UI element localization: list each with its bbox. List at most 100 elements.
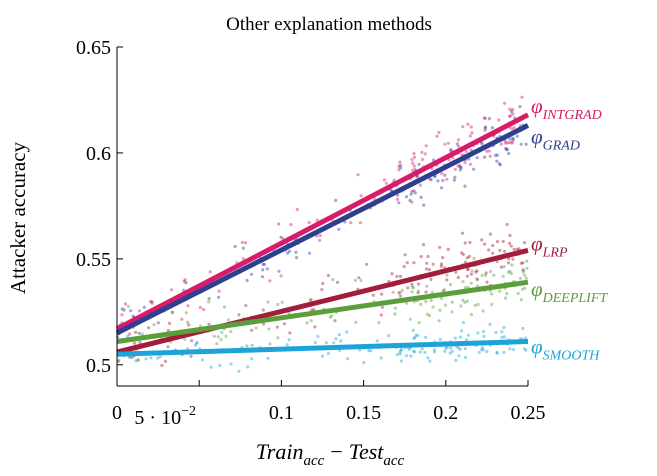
scatter-point [446,247,450,251]
scatter-point [250,328,254,332]
scatter-point [183,278,187,282]
series-label-subscript: LRP [542,245,568,260]
scatter-point [485,149,489,153]
scatter-point [163,359,167,363]
scatter-point [413,167,417,171]
scatter-point [282,322,286,326]
x-tick-label: 0 [112,402,122,424]
scatter-point [455,142,459,146]
scatter-point [249,272,254,276]
scatter-point [503,101,507,105]
scatter-point [398,294,403,298]
x-tick-label: 0.25 [511,402,546,424]
scatter-point [349,221,353,225]
scatter-point [442,288,447,292]
scatter-point [371,293,375,297]
scatter-point [266,356,270,360]
scatter-point [395,274,399,279]
scatter-point [475,156,479,160]
scatter-point [156,356,160,360]
scatter-point [476,331,480,335]
scatter-point [418,183,422,187]
scatter-point [429,298,433,303]
scatter-point [428,177,432,181]
scatter-point [483,273,488,277]
scatter-point [345,357,350,361]
scatter-point [454,358,458,362]
scatter-point [407,347,411,351]
scatter-point [125,334,130,338]
scatter-point [409,354,413,358]
scatter-point [313,325,317,329]
series-label-subscript: GRAD [543,138,580,153]
scatter-point [217,295,221,299]
fit-line-intgrad [115,112,530,332]
scatter-point [448,351,452,355]
x-tick-label-text: 5 · 10 [134,407,181,429]
scatter-point [493,153,498,157]
scatter-point [445,278,449,282]
scatter-point [481,329,486,334]
scatter-point [522,273,527,277]
x-tick-label-text: 0.25 [511,402,546,424]
scatter-point [466,333,470,337]
fit-line-grad [115,123,530,336]
scatter-point [441,289,445,293]
scatter-point [431,305,435,309]
scatter-point [504,147,508,152]
scatter-point [463,184,467,188]
scatter-point [441,178,445,183]
scatter-point [511,257,515,261]
scatter-point [267,327,271,331]
scatter-point [398,290,402,294]
scatter-point [510,263,514,267]
scatter-point [450,300,454,304]
scatter-point [326,351,330,356]
x-axis-label: Trainacc − Testacc [256,439,405,469]
scatter-point [411,328,415,332]
scatter-point [470,131,474,135]
scatter-point [244,241,248,245]
scatter-point [336,280,340,284]
scatter-point [497,162,501,166]
scatter-point [219,338,223,342]
scatter-point [419,195,423,199]
scatter-point [502,326,506,330]
scatter-point [512,126,516,130]
scatter-point [458,347,462,351]
scatter-point [307,251,312,255]
scatter-point [395,353,399,357]
scatter-point [288,331,292,335]
scatter-point [518,276,523,280]
scatter-point [379,356,383,360]
scatter-point [375,339,379,343]
scatter-point [497,118,501,122]
scatter-point [265,267,269,271]
scatter-point [405,261,409,265]
scatter-point [207,297,211,301]
scatter-point [365,262,369,266]
scatter-point [427,268,431,272]
scatter-point [318,238,322,242]
scatter-point [476,302,480,307]
scatter-point [425,312,429,316]
scatter-point [147,326,151,330]
scatter-point [511,112,515,116]
scatter-point [512,247,516,251]
scatter-point [194,341,199,345]
scatter-point [393,312,397,316]
scatter-point [189,354,193,358]
scatter-point [480,345,484,350]
scatter-point [485,280,489,284]
scatter-point [312,308,316,312]
scatter-point [511,137,516,141]
scatter-point [467,254,471,259]
scatter-point [524,336,528,340]
scatter-point [508,107,512,111]
scatter-point [398,274,403,278]
scatter-point [356,173,360,177]
scatter-point [504,146,508,150]
scatter-point [510,136,515,140]
scatter-point [488,322,492,326]
